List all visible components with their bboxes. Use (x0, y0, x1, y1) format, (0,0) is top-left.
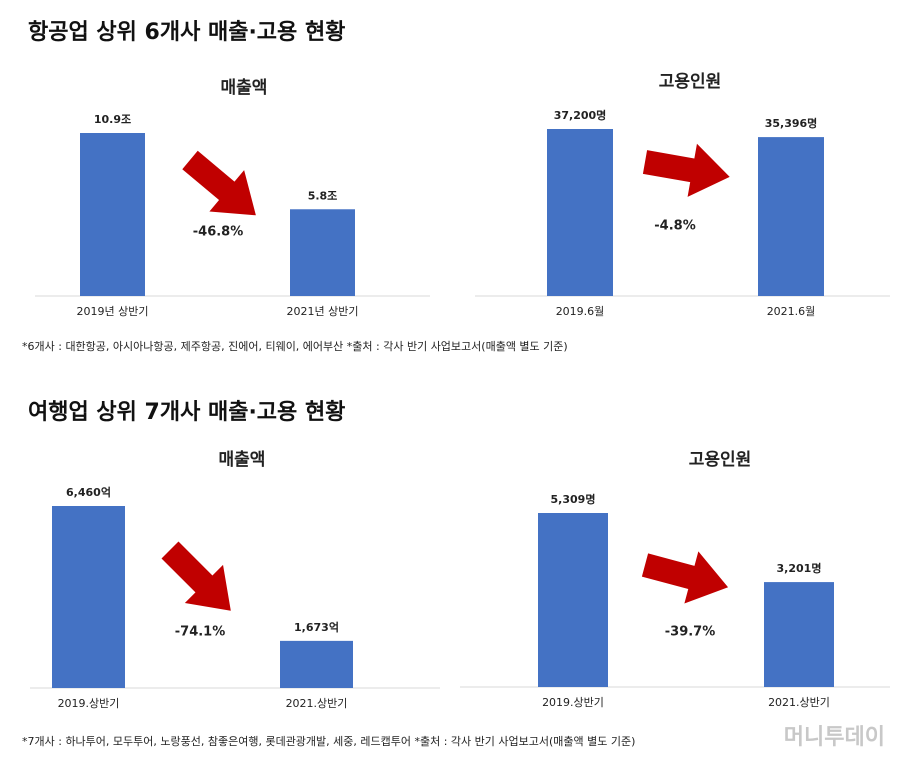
footnote: *7개사 : 하나투어, 모두투어, 노랑풍선, 참좋은여행, 롯데관광개발, … (22, 734, 635, 748)
chart-title: 매출액 (221, 78, 268, 98)
value-label: 6,460억 (66, 486, 111, 499)
value-label: 5,309명 (551, 492, 596, 506)
bar (758, 137, 824, 296)
watermark: 머니투데이 (784, 725, 885, 750)
x-tick-label: 2019년 상반기 (77, 305, 149, 318)
x-tick-label: 2021.상반기 (768, 696, 830, 709)
trend-arrow (161, 541, 231, 611)
bar (538, 513, 608, 687)
x-tick-label: 2019.상반기 (58, 697, 120, 710)
chart-title: 고용인원 (659, 72, 722, 92)
bar (547, 129, 613, 296)
section-title: 여행업 상위 7개사 매출·고용 현황 (28, 400, 345, 425)
trend-arrow (642, 143, 730, 197)
x-tick-label: 2021.6월 (767, 305, 816, 318)
value-label: 10.9조 (94, 113, 131, 126)
bar (52, 506, 125, 688)
value-label: 1,673억 (294, 621, 339, 634)
trend-arrow (182, 150, 256, 216)
x-tick-label: 2019.상반기 (542, 696, 604, 709)
chart-title: 매출액 (219, 450, 266, 470)
section-title: 항공업 상위 6개사 매출·고용 현황 (28, 20, 345, 45)
bar (80, 133, 145, 296)
chart-title: 고용인원 (689, 450, 752, 470)
change-annotation: -39.7% (665, 625, 716, 640)
bar (290, 209, 355, 296)
change-annotation: -74.1% (175, 625, 226, 640)
value-label: 37,200명 (554, 108, 607, 122)
change-annotation: -4.8% (654, 219, 695, 234)
value-label: 3,201명 (777, 561, 822, 575)
value-label: 35,396명 (765, 116, 818, 130)
value-label: 5.8조 (308, 189, 338, 202)
change-annotation: -46.8% (193, 225, 244, 240)
bar (764, 582, 834, 687)
trend-arrow (641, 551, 729, 604)
x-tick-label: 2021.상반기 (286, 697, 348, 710)
footnote: *6개사 : 대한항공, 아시아나항공, 제주항공, 진에어, 티웨이, 에어부… (22, 340, 568, 353)
bar (280, 640, 353, 688)
x-tick-label: 2021년 상반기 (287, 305, 359, 318)
x-tick-label: 2019.6월 (556, 305, 605, 318)
